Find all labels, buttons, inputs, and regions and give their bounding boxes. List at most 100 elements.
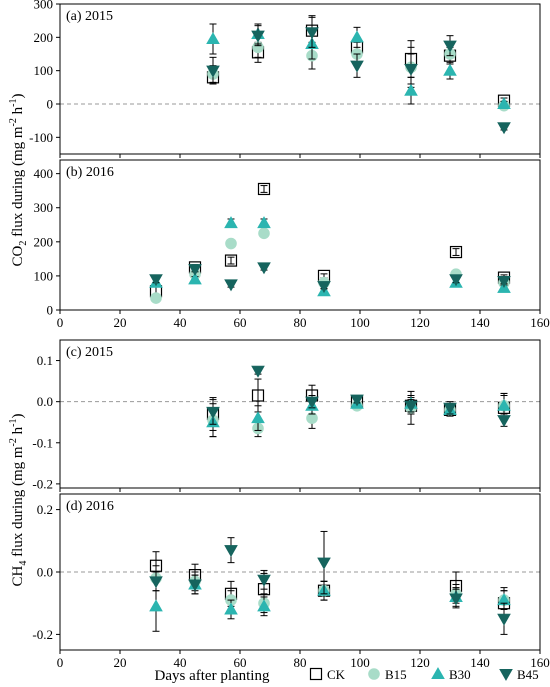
- x-tick-label: 100: [350, 315, 370, 330]
- data-point: [257, 262, 271, 275]
- ylabel-ch4: CH4 flux during (mg m-2 h-1): [8, 414, 29, 587]
- xlabel: Days after planting: [155, 668, 270, 684]
- legend-label: CK: [327, 667, 346, 682]
- y-tick-label: 0: [47, 97, 54, 112]
- series-b15: [150, 227, 510, 304]
- series-b45: [149, 262, 511, 294]
- ylabel-co2: CO2 flux during (mg m-2 h-1): [8, 94, 29, 267]
- legend-item-b30: B30: [431, 667, 471, 682]
- data-point: [497, 275, 511, 288]
- y-tick-label: 300: [34, 0, 54, 12]
- y-tick-label: 0: [47, 303, 54, 318]
- data-point: [350, 60, 364, 73]
- panel-label: (b) 2016: [66, 165, 114, 180]
- data-point: [257, 599, 271, 612]
- y-tick-label: 200: [34, 234, 54, 249]
- y-tick-label: 0.1: [37, 353, 53, 368]
- legend-item-ck: CK: [309, 667, 346, 682]
- data-point: [257, 216, 271, 229]
- y-tick-label: 0.0: [37, 394, 53, 409]
- data-point: [188, 264, 202, 276]
- data-point: [188, 272, 202, 285]
- x-tick-label: 140: [470, 655, 490, 670]
- data-point: [206, 32, 220, 45]
- series-b45: [206, 365, 511, 428]
- legend-item-b45: B45: [499, 667, 539, 682]
- series-b45: [206, 16, 511, 135]
- data-point: [497, 398, 511, 411]
- data-point: [206, 406, 220, 419]
- y-tick-label: 400: [34, 166, 54, 181]
- legend-marker: [431, 667, 445, 680]
- legend-label: B15: [385, 667, 407, 682]
- y-tick-label: 100: [34, 63, 54, 78]
- data-point: [497, 97, 511, 110]
- plot-frame: [59, 339, 541, 489]
- x-tick-label: 20: [114, 315, 127, 330]
- data-point: [258, 227, 270, 240]
- y-tick-label: 0.0: [37, 565, 53, 580]
- data-point: [305, 396, 319, 409]
- x-tick-label: 160: [530, 655, 550, 670]
- x-tick-label: 80: [294, 315, 307, 330]
- plot-frame: [59, 159, 541, 311]
- legend-marker: [368, 668, 380, 680]
- data-point: [150, 292, 162, 304]
- data-point: [350, 30, 364, 43]
- data-point: [224, 602, 238, 615]
- x-tick-label: 60: [234, 655, 247, 670]
- data-point: [443, 402, 457, 415]
- data-point: [251, 30, 265, 43]
- y-tick-label: -0.2: [32, 627, 53, 642]
- data-point: [449, 274, 463, 287]
- data-point: [257, 574, 271, 587]
- data-point: [257, 182, 271, 196]
- data-point: [224, 545, 238, 558]
- x-tick-label: 140: [470, 315, 490, 330]
- x-tick-label: 40: [174, 655, 187, 670]
- x-tick-label: 0: [57, 315, 64, 330]
- x-tick-label: 120: [410, 315, 430, 330]
- y-tick-label: -100: [29, 130, 53, 145]
- data-point: [317, 281, 331, 294]
- y-tick-label: 300: [34, 200, 54, 215]
- x-tick-label: 80: [294, 655, 307, 670]
- panel-2: -0.2 -0.1 0.0 0.1 (c) 2015: [32, 339, 541, 492]
- data-point: [225, 237, 237, 250]
- data-point: [497, 613, 511, 626]
- x-tick-label: 160: [530, 315, 550, 330]
- data-point: [317, 557, 331, 570]
- x-tick-label: 120: [410, 655, 430, 670]
- x-tick-label: 60: [234, 315, 247, 330]
- plot-frame: [59, 3, 541, 155]
- data-point: [188, 579, 202, 592]
- legend-marker: [499, 668, 513, 681]
- y-tick-label: 100: [34, 268, 54, 283]
- legend-label: B30: [449, 667, 471, 682]
- panel-label: (c) 2015: [66, 345, 113, 360]
- y-tick-label: -0.2: [32, 476, 53, 491]
- panel-1: 0 100 200 300 400 0 20 40 60 80 100 120 140 160 (b) 20…: [34, 159, 550, 330]
- data-point: [206, 65, 220, 78]
- data-point: [251, 389, 265, 402]
- y-tick-label: 0.2: [37, 502, 53, 517]
- data-point: [251, 411, 265, 424]
- legend: CK B15 B30 B45: [309, 667, 539, 682]
- data-point: [497, 415, 511, 428]
- series-b45: [149, 530, 511, 635]
- legend-marker: [309, 667, 323, 681]
- x-tick-label: 100: [350, 655, 370, 670]
- data-point: [497, 122, 511, 135]
- data-point: [449, 245, 463, 259]
- data-point: [149, 599, 163, 612]
- data-point: [449, 593, 463, 606]
- series-b15: [207, 36, 510, 112]
- data-point: [149, 576, 163, 589]
- data-point: [224, 254, 238, 267]
- y-tick-label: 200: [34, 30, 54, 45]
- data-point: [305, 27, 319, 40]
- data-point: [251, 365, 265, 378]
- legend-item-b15: B15: [368, 667, 407, 682]
- data-point: [404, 400, 418, 413]
